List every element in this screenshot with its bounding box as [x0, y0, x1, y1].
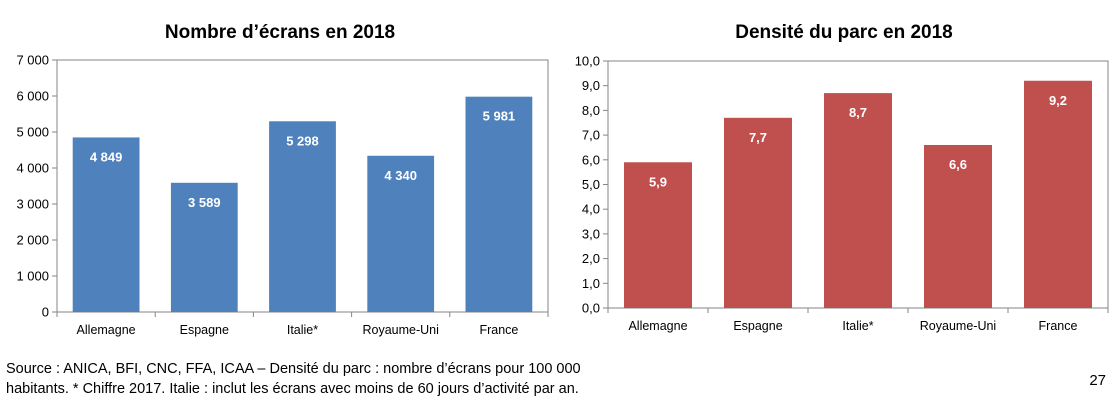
y-tick-label: 8,0 [582, 103, 600, 118]
data-label: 5 981 [483, 109, 516, 124]
y-tick-label: 4,0 [582, 202, 600, 217]
y-tick-label: 3 000 [16, 197, 49, 212]
data-label: 4 849 [90, 149, 123, 164]
data-label: 5 298 [286, 133, 319, 148]
data-label: 7,7 [749, 130, 767, 145]
chart-title: Densité du parc en 2018 [735, 22, 953, 43]
bar [465, 96, 533, 313]
bar [1024, 80, 1092, 308]
bar [269, 121, 336, 312]
source-note: Source : ANICA, BFI, CNC, FFA, ICAA – De… [6, 359, 986, 399]
bar [824, 93, 892, 308]
bar [924, 144, 992, 308]
x-tick-label: Espagne [733, 319, 782, 333]
bar [170, 182, 238, 312]
y-tick-label: 6 000 [16, 89, 49, 104]
y-tick-label: 1,0 [582, 276, 600, 291]
data-label: 8,7 [849, 105, 867, 120]
y-tick-label: 0,0 [582, 301, 600, 316]
y-tick-label: 0 [42, 305, 49, 320]
y-tick-label: 6,0 [582, 152, 600, 167]
y-tick-label: 5 000 [16, 125, 49, 140]
x-tick-label: Italie* [287, 323, 318, 337]
x-tick-label: Allemagne [77, 323, 136, 337]
chart-title: Nombre d’écrans en 2018 [164, 22, 396, 43]
chart-ecrans: Nombre d’écrans en 2018 0 1 000 2 000 3 000… [0, 0, 560, 350]
data-label: 9,2 [1049, 93, 1067, 108]
bar [724, 117, 792, 308]
y-tick-label: 9,0 [582, 78, 600, 93]
y-tick-label: 3,0 [582, 226, 600, 241]
x-tick-label: Allemagne [628, 319, 687, 333]
bar [367, 155, 435, 312]
x-tick-label: Espagne [180, 323, 229, 337]
x-tick-label: Royaume-Uni [362, 323, 438, 337]
y-tick-label: 2 000 [16, 233, 49, 248]
y-tick-label: 7 000 [16, 53, 49, 68]
y-tick-label: 10,0 [575, 54, 600, 69]
data-label: 5,9 [649, 174, 667, 189]
x-tick-label: France [479, 323, 518, 337]
x-tick-label: Royaume-Uni [920, 319, 996, 333]
source-note-line: habitants. * Chiffre 2017. Italie : incl… [6, 381, 579, 397]
y-tick-label: 7,0 [582, 128, 600, 143]
chart-densite: Densité du parc en 2018 0,0 1,0 2,0 3,0 4,0 5… [568, 0, 1120, 350]
x-tick-label: France [1039, 319, 1078, 333]
y-tick-label: 4 000 [16, 161, 49, 176]
bar [72, 137, 140, 312]
data-label: 3 589 [188, 195, 221, 210]
source-note-line: Source : ANICA, BFI, CNC, FFA, ICAA – De… [6, 361, 581, 377]
data-label: 6,6 [949, 157, 967, 172]
data-label: 4 340 [384, 168, 417, 183]
x-tick-label: Italie* [842, 319, 873, 333]
page-number: 27 [1089, 372, 1106, 389]
y-tick-label: 1 000 [16, 269, 49, 284]
y-tick-label: 2,0 [582, 251, 600, 266]
y-tick-label: 5,0 [582, 177, 600, 192]
chart-ecrans-plot: 0 1 000 2 000 3 000 4 000 5 000 6 000 7 000 4 84… [16, 53, 549, 337]
chart-densite-plot: 0,0 1,0 2,0 3,0 4,0 5,0 6,0 7,0 8,0 9,0 10,0 5,9 All… [575, 54, 1109, 333]
bar [624, 162, 692, 308]
